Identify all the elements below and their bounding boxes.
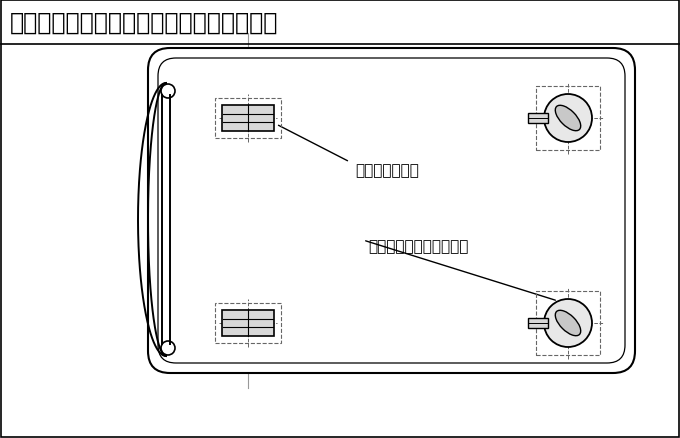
Ellipse shape: [556, 311, 581, 336]
Circle shape: [544, 299, 592, 347]
Bar: [528, 114, 548, 124]
Text: 固定キャスター: 固定キャスター: [355, 163, 419, 178]
Bar: [528, 318, 548, 328]
Bar: [536, 87, 600, 151]
FancyBboxPatch shape: [148, 49, 635, 373]
Bar: [536, 291, 600, 355]
Bar: [215, 99, 281, 139]
Bar: [222, 106, 274, 132]
Bar: [215, 303, 281, 343]
Text: 旋回（自在）キャスター: 旋回（自在）キャスター: [368, 239, 469, 254]
Bar: [222, 310, 274, 336]
Ellipse shape: [556, 106, 581, 131]
Circle shape: [544, 95, 592, 143]
Text: 車輪の配置で、台車の操舵性が違います。: 車輪の配置で、台車の操舵性が違います。: [10, 11, 278, 35]
